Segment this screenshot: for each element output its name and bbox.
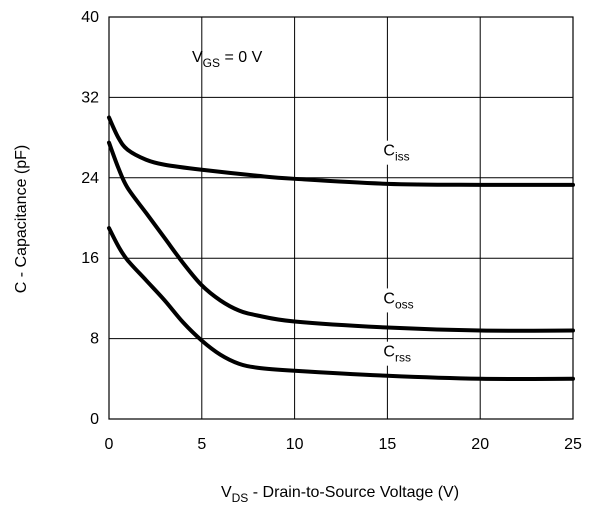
series-line-crss bbox=[107, 226, 575, 382]
series-curves bbox=[107, 115, 575, 382]
annotation-main: V bbox=[192, 49, 203, 66]
y-tick-label-3: 24 bbox=[81, 170, 99, 187]
y-tick-label-0: 0 bbox=[90, 411, 99, 428]
x-tick-label-3: 15 bbox=[379, 436, 397, 453]
x-tick-label-0: 0 bbox=[105, 436, 114, 453]
y-tick-label-1: 8 bbox=[90, 331, 99, 348]
y-tick-labels: 0 8 16 24 32 40 bbox=[81, 9, 99, 428]
series-label-bg-ciss bbox=[379, 140, 428, 165]
y-tick-label-5: 40 bbox=[81, 9, 99, 26]
xlabel-rest: - Drain-to-Source Voltage (V) bbox=[248, 484, 459, 501]
x-tick-labels: 0 5 10 15 20 25 bbox=[105, 436, 582, 453]
series-label-coss: Coss bbox=[383, 290, 413, 311]
x-tick-label-2: 10 bbox=[286, 436, 304, 453]
annotation-sub: GS bbox=[203, 56, 220, 70]
xlabel-main: V bbox=[221, 484, 232, 501]
xlabel-sub: DS bbox=[232, 491, 249, 505]
annotation-rest: = 0 V bbox=[220, 49, 263, 66]
x-tick-label-4: 20 bbox=[471, 436, 489, 453]
series-labels: Ciss Coss Crss bbox=[379, 140, 428, 366]
series-label-bg-crss bbox=[379, 341, 428, 366]
vgs-annotation: VGS = 0 V bbox=[192, 49, 263, 70]
plot-frame bbox=[108, 16, 574, 420]
series-line-coss bbox=[107, 140, 575, 333]
y-tick-label-2: 16 bbox=[81, 250, 99, 267]
series-line-ciss bbox=[107, 115, 575, 187]
x-tick-label-1: 5 bbox=[197, 436, 206, 453]
series-label-crss: Crss bbox=[383, 344, 411, 365]
series-label-bg-coss bbox=[379, 288, 428, 313]
y-tick-label-4: 32 bbox=[81, 89, 99, 106]
x-axis-label: VDS - Drain-to-Source Voltage (V) bbox=[221, 484, 459, 505]
series-label-ciss: Ciss bbox=[383, 143, 409, 164]
y-axis-label: C - Capacitance (pF) bbox=[13, 145, 30, 294]
x-tick-label-5: 25 bbox=[564, 436, 582, 453]
grid bbox=[108, 16, 574, 420]
